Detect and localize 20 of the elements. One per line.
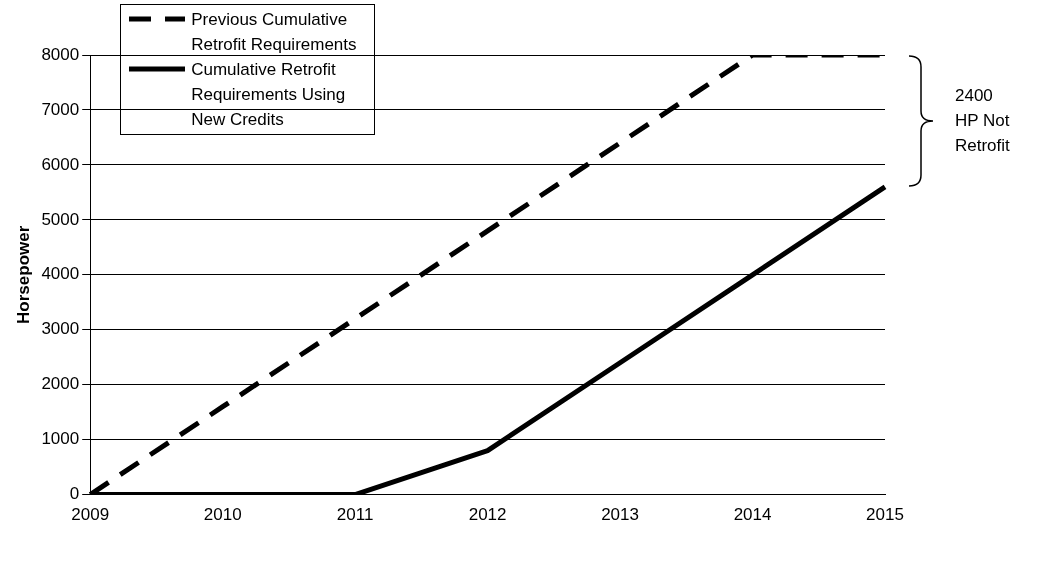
text: 2400 HP Not Retrofit: [955, 85, 1011, 155]
y-tick-label: 5000: [41, 209, 80, 229]
x-tick-label: 2010: [203, 505, 242, 525]
y-tick-label: 3000: [41, 319, 80, 339]
y-tick-label: 0: [69, 484, 80, 504]
y-tick-label: 8000: [41, 44, 80, 64]
y-tick-label: 6000: [41, 154, 80, 174]
x-tick-label: 2009: [71, 505, 110, 525]
legend-label: Previous Cumulative Retrofit Requirements: [191, 9, 358, 56]
y-tick-label: 2000: [41, 374, 80, 394]
x-tick-label: 2014: [733, 505, 772, 525]
x-tick-label: 2011: [336, 505, 374, 525]
legend-label: Cumulative Retrofit Requirements Using New Credits: [191, 59, 347, 131]
x-tick-label: 2015: [866, 505, 904, 525]
x-tick-label: 2013: [601, 505, 639, 525]
y-tick-label: 4000: [41, 264, 80, 284]
y-tick-label: 7000: [41, 99, 80, 119]
y-tick-label: 1000: [41, 429, 80, 449]
y-axis-title: Horsepower: [13, 225, 33, 324]
x-tick-label: 2012: [468, 505, 507, 525]
